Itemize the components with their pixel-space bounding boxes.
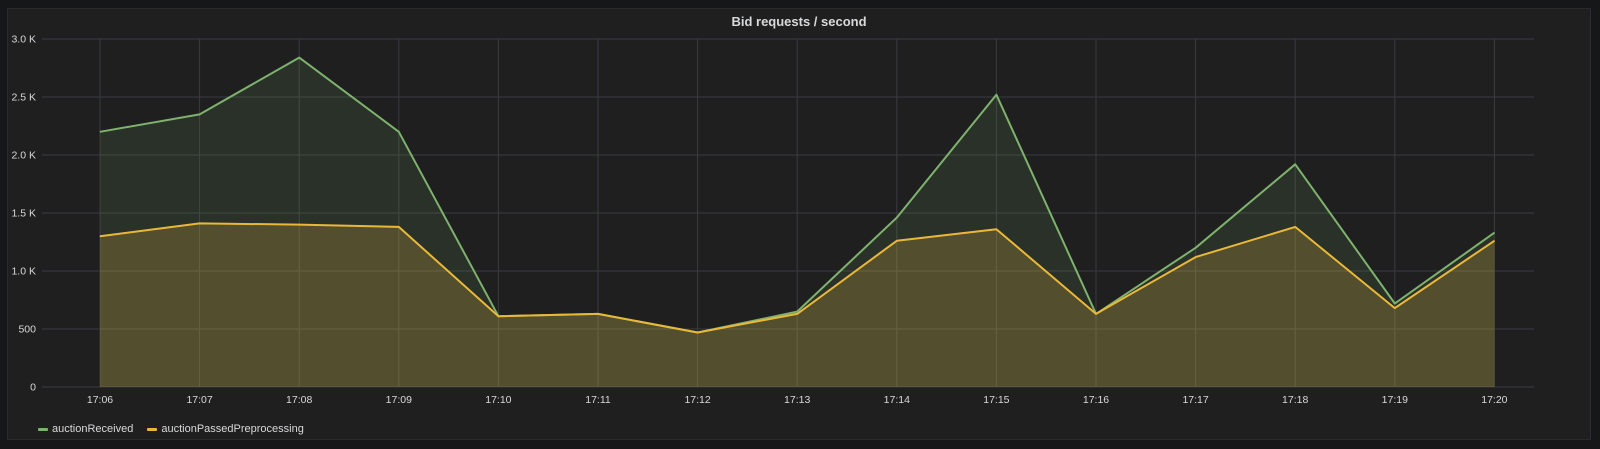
data-point-auction-passed-preprocessing[interactable] (1493, 240, 1495, 242)
x-tick-label: 17:16 (1083, 394, 1109, 406)
legend-label-auction-passed-preprocessing: auctionPassedPreprocessing (161, 423, 304, 435)
x-tick-label: 17:10 (485, 394, 511, 406)
data-point-auction-received[interactable] (995, 94, 997, 96)
data-point-auction-passed-preprocessing[interactable] (1394, 307, 1396, 309)
y-tick-label: 2.5 K (11, 92, 36, 104)
x-axis: 17:06 17:07 17:08 17:09 17:10 17:11 17:12 17:13… (87, 394, 1508, 406)
x-tick-label: 17:17 (1182, 394, 1208, 406)
series-lines (99, 56, 1495, 334)
y-tick-label: 2.0 K (11, 150, 36, 162)
legend-item-auction-passed-preprocessing[interactable]: auctionPassedPreprocessing (147, 423, 304, 435)
data-point-auction-received[interactable] (1394, 302, 1396, 304)
series-area-auction-received (100, 57, 1495, 387)
data-point-auction-passed-preprocessing[interactable] (597, 313, 599, 315)
legend-label-auction-received: auctionReceived (52, 423, 134, 435)
data-point-auction-received[interactable] (896, 217, 898, 219)
x-tick-label: 17:09 (386, 394, 412, 406)
y-tick-label: 0 (30, 382, 36, 394)
data-point-auction-received[interactable] (398, 131, 400, 133)
x-tick-label: 17:11 (585, 394, 611, 406)
y-axis: 0 500 1.0 K 1.5 K 2.0 K 2.5 K 3.0 K (11, 34, 36, 394)
data-point-auction-passed-preprocessing[interactable] (1294, 226, 1296, 228)
line-chart[interactable]: 0 500 1.0 K 1.5 K 2.0 K 2.5 K 3.0 K 17:06 17:07… (8, 9, 1592, 441)
legend-item-auction-received[interactable]: auctionReceived (38, 423, 133, 435)
grid (42, 38, 1534, 388)
y-tick-label: 500 (18, 324, 36, 336)
x-tick-label: 17:14 (884, 394, 910, 406)
x-tick-label: 17:15 (983, 394, 1009, 406)
x-tick-label: 17:08 (286, 394, 312, 406)
data-point-auction-passed-preprocessing[interactable] (896, 240, 898, 242)
data-point-auction-passed-preprocessing[interactable] (298, 224, 300, 226)
legend: auctionReceived auctionPassedPreprocessi… (38, 423, 304, 435)
y-tick-label: 1.0 K (11, 266, 36, 278)
data-point-auction-received[interactable] (298, 57, 300, 59)
data-point-auction-received[interactable] (99, 131, 101, 133)
x-tick-label: 17:07 (186, 394, 212, 406)
legend-swatch-auction-received (38, 427, 48, 431)
data-point-auction-passed-preprocessing[interactable] (199, 222, 201, 224)
x-tick-label: 17:18 (1282, 394, 1308, 406)
panel-title[interactable]: Bid requests / second (731, 14, 867, 29)
series-areas (100, 57, 1495, 387)
data-point-auction-passed-preprocessing[interactable] (697, 331, 699, 333)
graph-panel: Bid requests / second 0 500 1.0 K 1.5 K 2.0 … (7, 8, 1591, 440)
y-tick-label: 3.0 K (11, 34, 36, 46)
data-point-auction-received[interactable] (199, 113, 201, 115)
x-tick-label: 17:06 (87, 394, 113, 406)
legend-swatch-auction-passed-preprocessing (147, 427, 158, 431)
data-point-auction-passed-preprocessing[interactable] (796, 313, 798, 315)
data-point-auction-received[interactable] (1294, 163, 1296, 165)
x-tick-label: 17:13 (784, 394, 810, 406)
data-point-auction-passed-preprocessing[interactable] (1195, 256, 1197, 258)
data-point-auction-passed-preprocessing[interactable] (995, 228, 997, 230)
x-tick-label: 17:19 (1382, 394, 1408, 406)
data-point-auction-received[interactable] (1195, 247, 1197, 249)
series-area-auction-passed-preprocessing (100, 223, 1495, 387)
y-tick-label: 1.5 K (11, 208, 36, 220)
data-point-auction-passed-preprocessing[interactable] (1095, 313, 1097, 315)
data-point-auction-received[interactable] (796, 311, 798, 313)
x-tick-label: 17:12 (684, 394, 710, 406)
data-point-auction-passed-preprocessing[interactable] (497, 315, 499, 317)
x-tick-label: 17:20 (1481, 394, 1507, 406)
data-point-auction-passed-preprocessing[interactable] (398, 226, 400, 228)
data-point-auction-received[interactable] (1493, 232, 1495, 234)
data-point-auction-passed-preprocessing[interactable] (99, 235, 101, 237)
